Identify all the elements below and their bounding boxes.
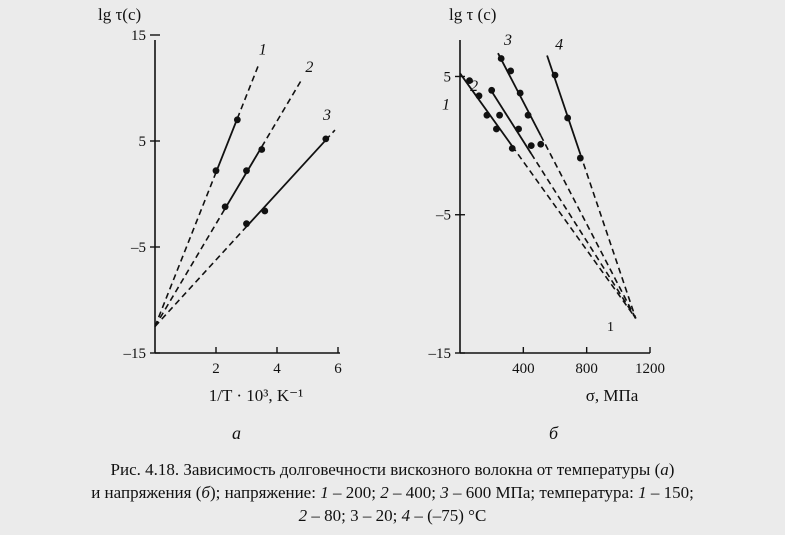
x-tick-label: 4 bbox=[273, 361, 281, 377]
y-tick-label: –15 bbox=[428, 346, 452, 362]
data-point bbox=[243, 220, 250, 228]
series-4-label: 4 bbox=[555, 37, 563, 54]
series-2-label: 2 bbox=[305, 59, 313, 76]
series-4-extrapolation bbox=[579, 153, 637, 319]
data-point bbox=[212, 167, 220, 175]
y-tick-label: –5 bbox=[130, 240, 146, 256]
x-tick-label: 6 bbox=[334, 361, 342, 377]
data-point bbox=[475, 92, 483, 100]
series-1-extension bbox=[236, 64, 260, 119]
data-point bbox=[497, 55, 505, 62]
series-2-label: 2 bbox=[470, 78, 478, 95]
series-2-line bbox=[489, 88, 533, 155]
data-point bbox=[483, 111, 491, 119]
data-point bbox=[243, 167, 250, 175]
data-point bbox=[322, 135, 330, 143]
chart-a: 15 5 –5 –15 2 4 6 1 2 3 lg τ(c) 1/T · 10³, K⁻¹ а bbox=[98, 5, 342, 443]
x-tick-label: 400 bbox=[512, 361, 535, 377]
x-tick-label: 2 bbox=[212, 361, 220, 377]
series-3-line bbox=[245, 139, 327, 228]
series-1-label: 1 bbox=[259, 42, 267, 59]
y-tick-label: 5 bbox=[444, 69, 452, 85]
series-1-extrapolation bbox=[154, 172, 217, 327]
series-1-line bbox=[215, 118, 239, 173]
chart-a-lines bbox=[154, 64, 336, 328]
caption-line-1: Рис. 4.18. Зависимость долговечности вис… bbox=[110, 460, 675, 479]
series-2-extrapolation bbox=[530, 153, 637, 319]
y-tick-label: 5 bbox=[139, 134, 147, 150]
data-point bbox=[551, 71, 559, 79]
chart-b-x-axis-label: σ, МПа bbox=[586, 386, 639, 405]
series-1-label: 1 bbox=[442, 96, 450, 113]
caption-line-3: 2 – 80; 3 – 20; 4 – (–75) °С bbox=[298, 506, 487, 525]
data-point bbox=[496, 111, 503, 119]
series-3-label: 3 bbox=[322, 107, 331, 124]
chart-b-series-labels: 1 2 3 4 bbox=[442, 32, 563, 113]
data-point bbox=[537, 140, 545, 148]
data-point bbox=[576, 154, 584, 162]
data-point bbox=[493, 125, 500, 133]
series-2-extension bbox=[261, 79, 303, 148]
series-3-extrapolation bbox=[154, 226, 248, 328]
series-2-line bbox=[224, 146, 263, 209]
data-point bbox=[524, 111, 532, 119]
series-1-line bbox=[459, 72, 513, 147]
data-point bbox=[233, 116, 241, 124]
chart-b-lines bbox=[459, 52, 637, 319]
data-point bbox=[258, 146, 266, 153]
data-point bbox=[507, 67, 515, 75]
chart-a-x-axis-label: 1/T · 10³, K⁻¹ bbox=[209, 386, 303, 405]
data-point bbox=[466, 77, 473, 85]
chart-b-y-axis-label: lg τ (c) bbox=[449, 5, 496, 24]
chart-a-series-labels: 1 2 3 bbox=[259, 42, 331, 125]
chart-a-panel-label: а bbox=[232, 423, 241, 443]
y-tick-label: 15 bbox=[131, 28, 146, 44]
series-4-line bbox=[546, 55, 582, 155]
series-3-extrapolation bbox=[540, 135, 637, 319]
chart-a-y-axis-label: lg τ(c) bbox=[98, 5, 141, 24]
x-tick-label: 800 bbox=[575, 361, 598, 377]
chart-b-panel-label: б bbox=[549, 423, 559, 443]
chart-b-points bbox=[466, 55, 584, 162]
y-tick-label: –5 bbox=[435, 208, 451, 224]
caption-line-2: и напряжения (б); напряжение: 1 – 200; 2… bbox=[91, 483, 694, 502]
figure-caption: Рис. 4.18. Зависимость долговечности вис… bbox=[0, 458, 785, 527]
chart-a-points bbox=[212, 116, 330, 228]
data-point bbox=[221, 203, 229, 211]
data-point bbox=[488, 86, 496, 94]
series-1-extrapolation bbox=[511, 145, 637, 319]
x-tick-label: 1200 bbox=[635, 361, 665, 377]
chart-b-intersection-label: 1 bbox=[607, 320, 614, 335]
data-point bbox=[564, 114, 572, 122]
data-point bbox=[527, 142, 535, 150]
series-2-extrapolation bbox=[154, 208, 226, 327]
chart-a-ticks: 15 5 –5 –15 2 4 6 bbox=[123, 28, 343, 377]
y-tick-label: –15 bbox=[123, 346, 147, 362]
data-point bbox=[515, 125, 522, 133]
chart-b-ticks: 5 –5 –15 400 800 1200 bbox=[428, 69, 666, 377]
data-point bbox=[516, 89, 524, 97]
data-point bbox=[261, 207, 269, 215]
data-point bbox=[508, 144, 516, 152]
series-3-label: 3 bbox=[503, 32, 512, 49]
